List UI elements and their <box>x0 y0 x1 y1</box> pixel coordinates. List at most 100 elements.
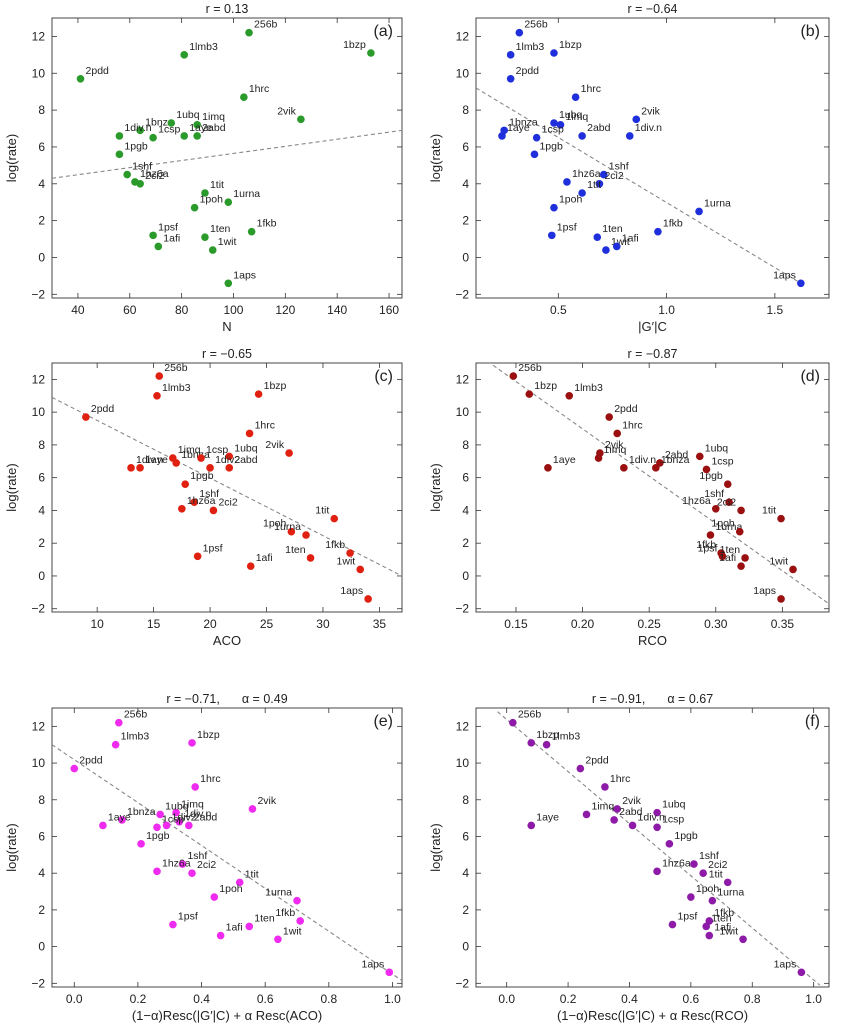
point-label: 1csp <box>711 455 733 467</box>
point-label: 1ten <box>720 544 741 556</box>
data-point-1aye <box>136 464 144 472</box>
data-point-1afi <box>705 931 714 940</box>
point-label: 1aps <box>774 958 797 970</box>
x-tick-label: 0.8 <box>320 992 337 1006</box>
data-point-1csp <box>702 465 711 474</box>
data-point-1urna <box>224 198 233 207</box>
data-point-1csp <box>149 133 157 142</box>
point-label: 1hrc <box>610 773 630 785</box>
point-label: 2vik <box>605 439 624 451</box>
data-point-1ten <box>702 922 711 931</box>
point-label: 1lmb3 <box>552 731 581 743</box>
y-tick-label: 0 <box>462 569 469 583</box>
data-point-1bzp <box>527 739 536 747</box>
point-label: 1ubq <box>559 109 583 121</box>
data-point-1aye <box>180 132 189 140</box>
x-axis-label: N <box>222 319 231 334</box>
x-axis-label: (1−α)Resc(|G′|C) + α Resc(ACO) <box>132 1008 322 1023</box>
point-label: 1hrc <box>255 419 275 431</box>
point-label: 1bnza <box>127 806 156 818</box>
point-label: 2pdd <box>614 403 638 415</box>
panel-f: 0.0 0.2 0.4 0.6 0.8 1.0 −2 0 2 4 6 8 10 12 r = −0.91, α… <box>428 692 830 1023</box>
point-label: 2abd <box>665 449 689 461</box>
y-tick-label: 4 <box>462 503 469 517</box>
data-point-1div.n <box>625 132 634 140</box>
point-label: 2pdd <box>516 65 540 77</box>
x-tick-label: 1.0 <box>805 992 822 1006</box>
point-label: 1fkb <box>257 218 277 230</box>
data-point-1psf <box>149 231 157 240</box>
data-point-2abd <box>185 821 193 830</box>
chart-title-r: r = 0.13 <box>206 2 249 16</box>
x-tick-label: 0.25 <box>637 617 661 631</box>
point-label: 1tit <box>587 179 601 191</box>
point-label: 1aye <box>536 811 559 823</box>
data-point-1ubq <box>156 810 164 819</box>
data-point-1bnza <box>652 464 660 472</box>
x-tick-label: 0.30 <box>704 617 728 631</box>
y-tick-label: 8 <box>38 103 45 117</box>
x-axis-label: RCO <box>638 633 667 648</box>
point-label: 1csp <box>542 124 564 136</box>
point-label: 1aye <box>189 122 212 134</box>
data-point-1aps <box>385 968 394 977</box>
data-point-2ci2 <box>209 506 218 515</box>
point-label: 2ci2 <box>218 496 237 508</box>
x-tick-label: 20 <box>203 617 217 631</box>
fit-line <box>52 396 402 577</box>
data-point-1aye <box>99 821 107 830</box>
y-tick-label: 10 <box>32 66 46 80</box>
plot-frame <box>51 362 403 613</box>
panel-letter: (c) <box>374 368 393 385</box>
data-point-1hz6a <box>178 504 186 513</box>
point-label: 1fkb <box>663 218 683 230</box>
data-point-1shf <box>725 498 733 507</box>
point-label: 1aps <box>340 585 363 597</box>
point-label: 1aps <box>773 269 796 281</box>
data-point-1csp <box>532 133 541 142</box>
point-label: 1ten <box>602 223 623 235</box>
y-tick-label: 6 <box>462 471 469 485</box>
point-label: 1aps <box>233 269 256 281</box>
data-point-2abd <box>193 132 201 140</box>
point-label: 1ten <box>711 912 732 924</box>
point-label: 1div2 <box>215 454 240 466</box>
point-label: 1wit <box>337 555 356 567</box>
data-point-1div.n <box>115 132 124 140</box>
data-point-1afi <box>246 562 255 570</box>
chart-title: r = 0.13 <box>206 2 249 16</box>
data-point-1bzp <box>550 49 558 57</box>
point-label: 2abd <box>619 806 643 818</box>
point-label: 1pgb <box>539 140 563 152</box>
data-point-1shf <box>178 860 187 868</box>
point-label: 1csp <box>206 444 228 456</box>
data-point-1tit <box>777 514 785 523</box>
point-label: 1wit <box>218 236 237 248</box>
point-label: 1afi <box>163 232 180 244</box>
fit-line <box>488 363 829 605</box>
data-point-1ten <box>593 233 602 242</box>
y-tick-label: 10 <box>456 405 470 419</box>
chart-title-r: r = −0.91, <box>592 692 646 706</box>
fit-line <box>52 129 402 179</box>
point-label: 2ci2 <box>604 170 623 182</box>
data-point-1shf <box>190 498 199 507</box>
point-label: 1psf <box>698 542 718 554</box>
point-label: 1fkb <box>275 907 295 919</box>
data-point-2ci2 <box>699 869 707 877</box>
x-tick-label: 80 <box>175 303 189 317</box>
x-tick-label: 35 <box>373 617 387 631</box>
data-point-1psf <box>668 920 677 929</box>
point-label: 2abd <box>587 122 611 134</box>
data-point-1pgb <box>115 150 124 159</box>
data-point-1imq <box>556 121 565 129</box>
data-point-1imq <box>193 121 201 129</box>
data-point-1bzp <box>525 390 534 398</box>
data-point-2vik <box>248 805 257 813</box>
y-tick-label: 12 <box>456 29 470 43</box>
point-label: 1lmb3 <box>574 382 603 394</box>
fit-line <box>52 744 402 982</box>
data-point-1aye <box>498 132 506 140</box>
point-label: 2pdd <box>585 755 609 767</box>
